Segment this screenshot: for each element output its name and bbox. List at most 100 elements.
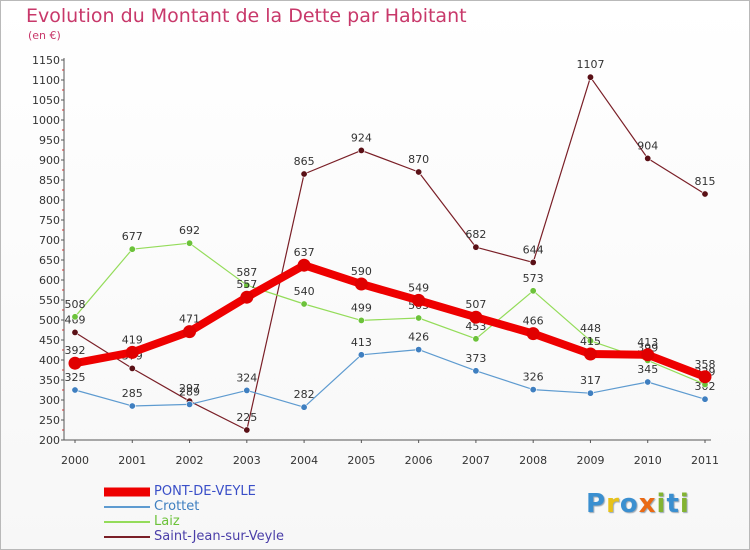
data-point-crottet-2006 (415, 346, 423, 354)
y-tick-label-300: 300 (39, 394, 60, 407)
legend-swatch-saint-jean-sur-veyle (104, 535, 150, 538)
data-point-saint-jean-sur-veyle-2009 (586, 73, 594, 81)
data-point-laiz-2002 (186, 239, 194, 247)
legend-label-laiz: Laiz (154, 514, 180, 529)
y-tick-label-500: 500 (39, 314, 60, 327)
data-label-saint-jean-sur-veyle-2007: 682 (465, 228, 486, 241)
logo-letter: o (619, 489, 639, 519)
y-tick-label-750: 750 (39, 214, 60, 227)
data-label-crottet-2007: 373 (465, 352, 486, 365)
data-point-crottet-2005 (357, 351, 365, 359)
chart-unit-label: (en €) (28, 29, 61, 42)
series-line-saint-jean-sur-veyle (74, 76, 706, 431)
y-tick-label-800: 800 (39, 194, 60, 207)
data-point-crottet-2004 (300, 403, 308, 411)
data-label-crottet-2003: 324 (236, 371, 257, 384)
data-label-crottet-2002: 289 (179, 385, 200, 398)
data-point-saint-jean-sur-veyle-2004 (300, 170, 308, 178)
x-tick-label-2010: 2010 (634, 454, 662, 467)
data-label-laiz-2009: 448 (580, 322, 601, 335)
data-point-saint-jean-sur-veyle-2007 (472, 243, 480, 251)
data-point-pont-de-veyle-2004 (297, 258, 311, 272)
x-tick-label-2005: 2005 (347, 454, 375, 467)
data-point-saint-jean-sur-veyle-2011 (701, 190, 709, 198)
data-point-saint-jean-sur-veyle-2003 (243, 426, 251, 434)
data-label-crottet-2000: 325 (65, 371, 86, 384)
data-label-pont-de-veyle-2004: 637 (294, 246, 315, 259)
legend-label-pont-de-veyle: PONT-DE-VEYLE (154, 484, 256, 499)
data-label-laiz-2004: 540 (294, 285, 315, 298)
y-tick-label-900: 900 (39, 154, 60, 167)
data-point-laiz-2000 (71, 313, 79, 321)
data-point-pont-de-veyle-2002 (183, 325, 197, 339)
x-tick-label-2002: 2002 (176, 454, 204, 467)
data-point-crottet-2002 (186, 400, 194, 408)
y-tick-label-650: 650 (39, 254, 60, 267)
data-point-crottet-2007 (472, 367, 480, 375)
data-label-saint-jean-sur-veyle-2004: 865 (294, 155, 315, 168)
data-point-saint-jean-sur-veyle-2001 (128, 364, 136, 372)
x-tick-label-2008: 2008 (519, 454, 547, 467)
series-line-laiz (74, 242, 706, 385)
data-label-laiz-2000: 508 (65, 298, 86, 311)
logo-letter: i (679, 489, 690, 519)
data-label-saint-jean-sur-veyle-2009: 1107 (576, 58, 604, 71)
data-point-laiz-2006 (415, 314, 423, 322)
data-label-pont-de-veyle-2011: 358 (695, 358, 716, 371)
data-label-crottet-2009: 317 (580, 374, 601, 387)
y-tick-label-250: 250 (39, 414, 60, 427)
data-label-laiz-2003: 587 (236, 266, 257, 279)
y-tick-label-450: 450 (39, 334, 60, 347)
data-label-crottet-2005: 413 (351, 336, 372, 349)
data-point-crottet-2003 (243, 386, 251, 394)
data-label-laiz-2001: 677 (122, 230, 143, 243)
data-label-saint-jean-sur-veyle-2011: 815 (695, 175, 716, 188)
data-label-pont-de-veyle-2010: 413 (637, 336, 658, 349)
x-tick-label-2006: 2006 (405, 454, 433, 467)
data-label-pont-de-veyle-2008: 466 (523, 315, 544, 328)
legend-swatch-pont-de-veyle (104, 487, 150, 496)
data-label-pont-de-veyle-2006: 549 (408, 281, 429, 294)
data-point-pont-de-veyle-2003 (240, 290, 254, 304)
data-label-saint-jean-sur-veyle-2006: 870 (408, 153, 429, 166)
data-point-saint-jean-sur-veyle-2010 (644, 154, 652, 162)
data-point-pont-de-veyle-2006 (412, 293, 426, 307)
y-tick-label-550: 550 (39, 294, 60, 307)
data-label-pont-de-veyle-2007: 507 (465, 298, 486, 311)
data-point-laiz-2003 (243, 281, 251, 289)
y-tick-label-700: 700 (39, 234, 60, 247)
data-point-crottet-2001 (128, 402, 136, 410)
data-label-saint-jean-sur-veyle-2005: 924 (351, 131, 372, 144)
y-tick-label-600: 600 (39, 274, 60, 287)
data-label-pont-de-veyle-2002: 471 (179, 313, 200, 326)
data-label-saint-jean-sur-veyle-2010: 904 (637, 139, 658, 152)
legend-swatch-crottet (104, 505, 150, 508)
y-tick-label-1050: 1050 (32, 94, 60, 107)
data-label-pont-de-veyle-2000: 392 (65, 344, 86, 357)
data-label-crottet-2001: 285 (122, 387, 143, 400)
data-label-saint-jean-sur-veyle-2003: 225 (236, 411, 257, 424)
data-point-laiz-2001 (128, 245, 136, 253)
data-label-pont-de-veyle-2005: 590 (351, 265, 372, 278)
data-point-pont-de-veyle-2008 (526, 327, 540, 341)
data-label-saint-jean-sur-veyle-2008: 644 (523, 243, 544, 256)
data-point-saint-jean-sur-veyle-2006 (415, 168, 423, 176)
data-point-crottet-2008 (529, 386, 537, 394)
data-label-crottet-2004: 282 (294, 388, 315, 401)
data-label-laiz-2005: 499 (351, 301, 372, 314)
x-tick-label-2000: 2000 (61, 454, 89, 467)
data-point-laiz-2007 (472, 335, 480, 343)
data-point-crottet-2011 (701, 395, 709, 403)
legend-swatch-laiz (104, 520, 150, 523)
y-tick-label-950: 950 (39, 134, 60, 147)
data-label-laiz-2002: 692 (179, 224, 200, 237)
data-label-laiz-2008: 573 (523, 272, 544, 285)
data-point-saint-jean-sur-veyle-2005 (357, 146, 365, 154)
data-point-pont-de-veyle-2009 (583, 347, 597, 361)
legend-label-crottet: Crottet (154, 499, 200, 514)
data-label-crottet-2008: 326 (523, 371, 544, 384)
y-tick-label-200: 200 (39, 434, 60, 447)
logo-letter: x (638, 489, 657, 519)
legend-label-saint-jean-sur-veyle: Saint-Jean-sur-Veyle (154, 529, 284, 544)
